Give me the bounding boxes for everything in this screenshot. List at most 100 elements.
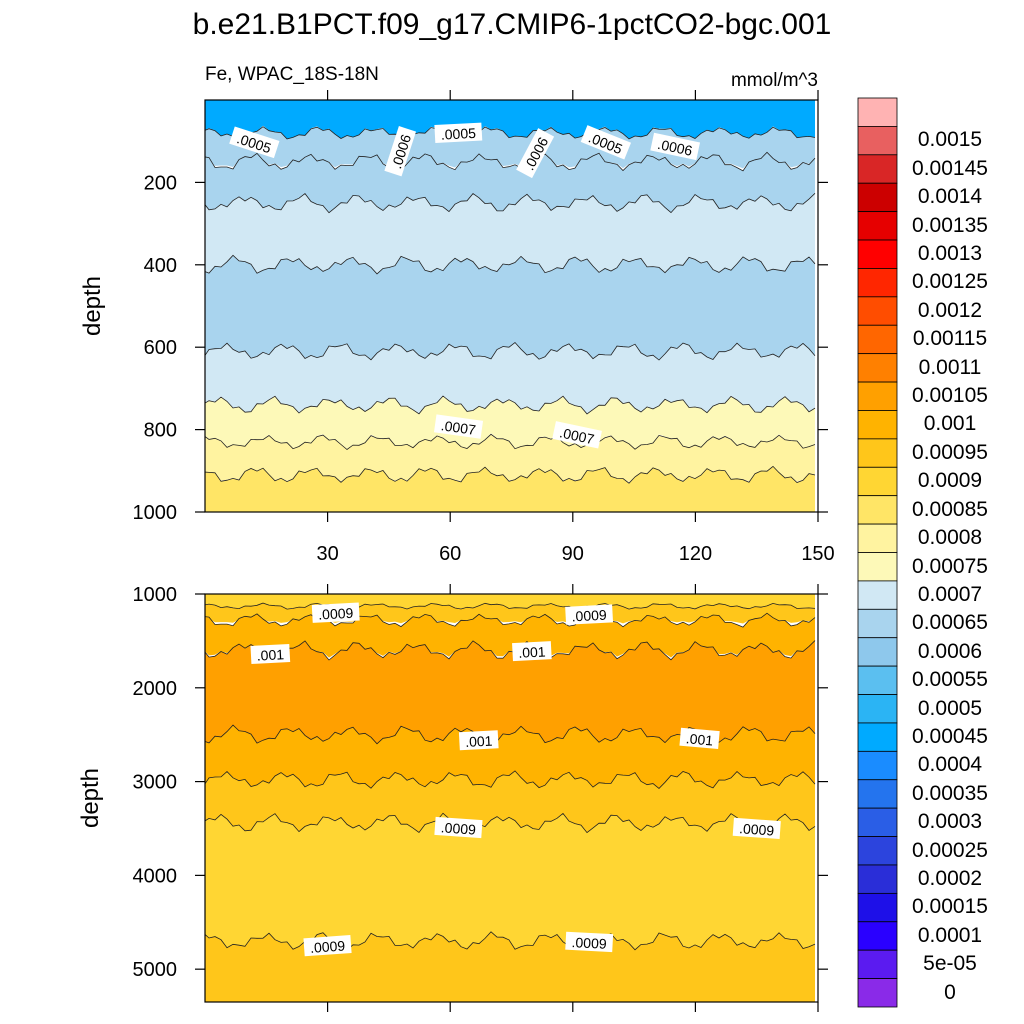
colorbar-swatch bbox=[857, 268, 898, 298]
bottom-contour-label-box bbox=[679, 727, 720, 750]
colorbar-tick-label: 0.00145 bbox=[912, 156, 988, 180]
colorbar-swatch bbox=[857, 523, 898, 553]
top-contour-label: .0005 bbox=[434, 122, 483, 144]
bottom-band-4 bbox=[205, 725, 815, 789]
top-contour-label-box bbox=[516, 128, 555, 179]
colorbar-swatch bbox=[857, 665, 898, 695]
colorbar-tick-label: 0.00075 bbox=[912, 554, 988, 578]
bottom-ytick-label: 1000 bbox=[133, 584, 178, 606]
top-contour-label: .0007 bbox=[552, 421, 602, 449]
top-ytick-label: 200 bbox=[144, 172, 177, 194]
bottom-contour-label: .0009 bbox=[732, 817, 781, 840]
top-xtick-label: 30 bbox=[316, 543, 338, 565]
bottom-band-6 bbox=[205, 813, 815, 951]
top-ytick-label: 600 bbox=[144, 337, 177, 359]
colorbar-tick-label: 0.00095 bbox=[912, 440, 988, 464]
colorbar-tick-label: 0.0015 bbox=[917, 128, 983, 152]
top-ytick-label: 400 bbox=[144, 255, 177, 277]
colorbar-tick-label: 0.0007 bbox=[917, 582, 983, 606]
bottom-contour-label: .0009 bbox=[303, 935, 352, 957]
bottom-contour-label-text: .0009 bbox=[739, 820, 775, 838]
colorbar-tick-label: 0.00105 bbox=[912, 384, 988, 408]
bottom-band-5 bbox=[205, 770, 815, 833]
bottom-contour-label-box bbox=[250, 643, 291, 664]
colorbar-swatch bbox=[857, 552, 898, 582]
colorbar-swatch bbox=[857, 779, 898, 809]
colorbar-tick-label: 5e-05 bbox=[923, 952, 977, 976]
colorbar-swatch bbox=[857, 921, 898, 951]
top-contour-label: .0007 bbox=[433, 414, 484, 439]
colorbar-swatch bbox=[857, 807, 898, 837]
colorbar-swatch bbox=[857, 381, 898, 411]
top-band-2 bbox=[205, 152, 815, 213]
colorbar-swatch bbox=[857, 637, 898, 667]
top-xtick-label: 150 bbox=[801, 543, 834, 565]
top-contour-label: .0006 bbox=[650, 132, 701, 161]
bottom-band-0 bbox=[205, 594, 815, 609]
colorbar-swatch bbox=[857, 353, 898, 383]
top-contour-line-8 bbox=[205, 465, 816, 484]
bottom-band-2 bbox=[205, 613, 815, 658]
colorbar-swatch bbox=[857, 608, 898, 639]
colorbar-tick-label: 0.0006 bbox=[917, 639, 983, 663]
bottom-contour-label: .001 bbox=[512, 641, 552, 662]
colorbar-swatch bbox=[857, 211, 898, 241]
top-contour-label-box bbox=[384, 126, 417, 177]
top-contour-label-text: .0006 bbox=[656, 136, 694, 159]
top-band-4 bbox=[205, 255, 815, 361]
top-contour-line-1 bbox=[205, 126, 816, 140]
colorbar-swatch bbox=[857, 438, 898, 468]
top-contour-label-box bbox=[650, 132, 701, 161]
top-contour-line-2 bbox=[205, 151, 816, 172]
bottom-contour-label-text: .0009 bbox=[318, 605, 354, 623]
top-band-0 bbox=[205, 100, 815, 140]
bottom-contour-label: .0009 bbox=[311, 602, 360, 623]
colorbar-swatch bbox=[857, 836, 898, 866]
top-contour-line-5 bbox=[205, 341, 816, 361]
top-y-axis-title: depth bbox=[79, 276, 106, 336]
top-ytick-label: 1000 bbox=[133, 502, 178, 524]
bottom-contour-label-box bbox=[565, 931, 614, 953]
bottom-contour-label-box bbox=[458, 730, 499, 751]
colorbar-swatch bbox=[857, 410, 898, 440]
bottom-contour-label-text: .0009 bbox=[571, 607, 607, 625]
bottom-panel-fill bbox=[205, 594, 816, 1002]
colorbar-tick-label: 0.0013 bbox=[917, 242, 983, 266]
bottom-contour-label-text: .001 bbox=[685, 730, 714, 748]
bottom-contour-label: .0009 bbox=[565, 604, 614, 625]
top-contour-label-box bbox=[580, 125, 632, 160]
bottom-panel-frame bbox=[204, 593, 819, 1003]
colorbar-swatch bbox=[857, 892, 898, 923]
colorbar-tick-label: 0.0005 bbox=[917, 696, 983, 720]
bottom-band-3 bbox=[205, 640, 815, 744]
bottom-contour-label-box bbox=[311, 602, 360, 623]
colorbar-swatch bbox=[857, 182, 898, 213]
colorbar-tick-label: 0.0011 bbox=[918, 355, 982, 379]
colorbar-swatch bbox=[857, 97, 898, 127]
colorbar-tick-label: 0.00125 bbox=[912, 270, 988, 294]
colorbar-tick-label: 0 bbox=[944, 980, 956, 1004]
bottom-contour-line-2 bbox=[205, 612, 816, 628]
bottom-contour-label: .0009 bbox=[434, 816, 483, 839]
bottom-contour-label: .001 bbox=[250, 643, 291, 664]
top-contour-label-text: .0007 bbox=[440, 417, 477, 438]
top-contour-line-4 bbox=[205, 254, 816, 275]
colorbar-swatch bbox=[857, 466, 898, 497]
bottom-contour-line-5 bbox=[205, 770, 816, 789]
colorbar-tick-label: 0.001 bbox=[923, 412, 977, 436]
bottom-ytick-label: 4000 bbox=[133, 865, 178, 887]
colorbar-tick-label: 0.0001 bbox=[917, 923, 983, 947]
top-band-8 bbox=[205, 466, 815, 512]
top-contour-label-box bbox=[434, 122, 483, 144]
colorbar-tick-label: 0.0014 bbox=[917, 185, 983, 209]
colorbar-tick-label: 0.0012 bbox=[917, 298, 983, 322]
colorbar-swatch bbox=[857, 154, 898, 184]
colorbar-swatch bbox=[857, 296, 898, 326]
top-band-3 bbox=[205, 193, 815, 274]
colorbar-tick-label: 0.00115 bbox=[912, 327, 988, 351]
bottom-contour-label-text: .001 bbox=[465, 733, 493, 750]
colorbar-swatch bbox=[857, 864, 898, 894]
bottom-contour-label: .0009 bbox=[565, 931, 614, 953]
top-contour-label-text: .0007 bbox=[558, 424, 596, 447]
